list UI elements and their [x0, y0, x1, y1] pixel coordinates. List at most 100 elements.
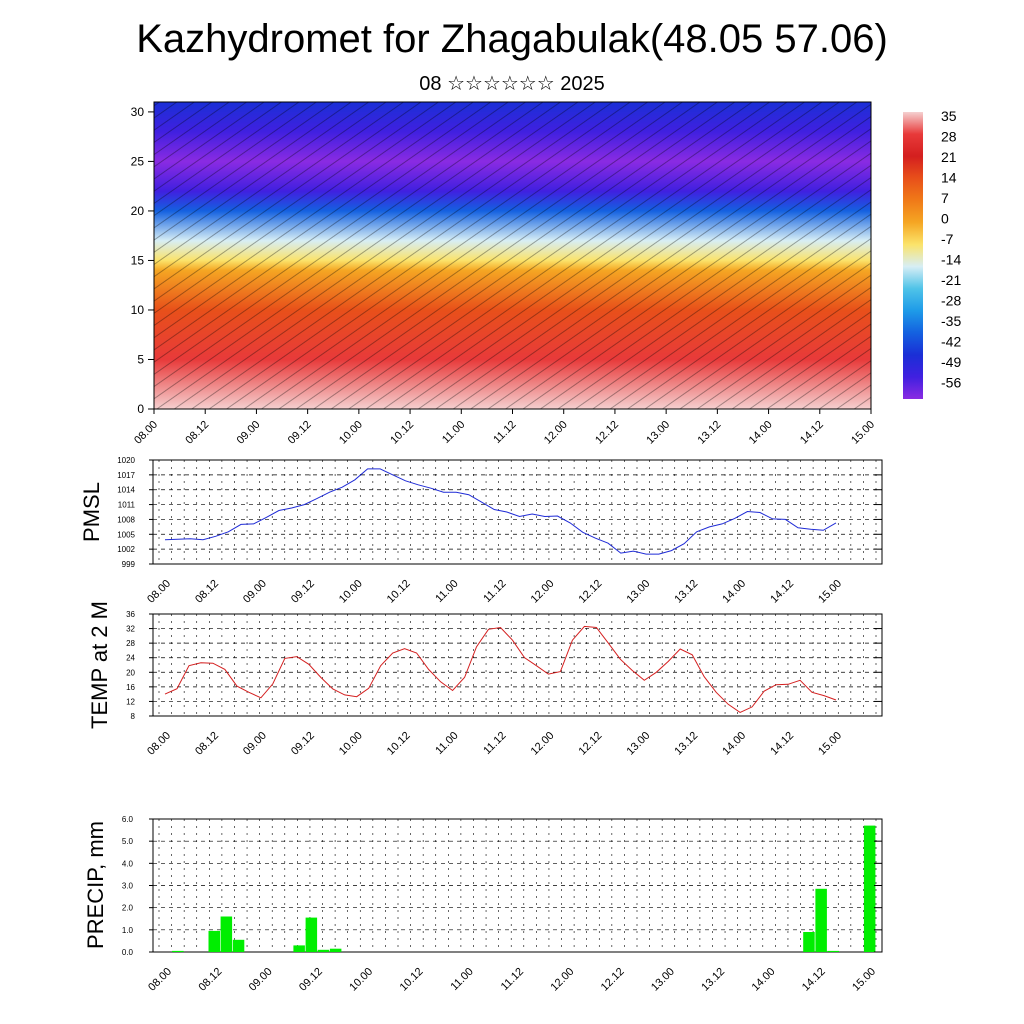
temp-y-tick-label: 20: [126, 668, 135, 677]
cross-section-x-tick-label: 14.12: [798, 419, 826, 447]
cross-section-x-axis: 08.00 08.12 09.00 09.12 10.00 10.12 11.00 11.12…: [132, 409, 877, 447]
precip-x-tick-label: 08.12: [196, 966, 224, 994]
temp-grid: [153, 613, 882, 717]
precip-bar: [305, 917, 318, 952]
temp-y-tick-label: 32: [126, 625, 135, 634]
colorbar-label: -56: [941, 375, 961, 391]
precip-bar: [208, 930, 220, 952]
pmsl-series-line: [164, 468, 837, 555]
pmsl-x-tick-label: 14.00: [720, 578, 748, 606]
temp-x-tick-label: 14.12: [768, 730, 796, 758]
pmsl-x-tick-label: 13.12: [672, 578, 700, 606]
cross-section-x-tick-label: 08.00: [132, 419, 160, 447]
precip-x-tick-label: 10.12: [398, 966, 426, 994]
pmsl-x-tick-label: 09.12: [289, 578, 317, 606]
temp-y-tick-label: 16: [126, 683, 135, 692]
temp-y-tick-label: 24: [126, 654, 135, 663]
temp-frame: [152, 613, 883, 717]
temp-panel: 8 12 16 20 24 28 32 36 08.00 08.12 09.00 09.12 10.0…: [87, 601, 883, 758]
colorbar-label: 35: [941, 108, 957, 124]
pmsl-x-tick-label: 10.00: [337, 578, 365, 606]
precip-x-tick-label: 13.12: [699, 966, 727, 994]
colorbar-label: 14: [941, 170, 957, 186]
precip-bar: [863, 825, 876, 952]
pmsl-y-tick-label: 1014: [117, 486, 135, 495]
precip-x-tick-label: 15.00: [850, 966, 878, 994]
temp-x-tick-label: 14.00: [720, 730, 748, 758]
precip-bar: [317, 949, 330, 952]
temp-x-tick-label: 13.12: [672, 730, 700, 758]
cross-section-y-tick-label: 25: [131, 154, 145, 168]
temp-x-tick-label: 10.00: [337, 730, 365, 758]
pmsl-y-tick-label: 1020: [117, 456, 135, 465]
pmsl-y-tick-label: 1017: [117, 471, 135, 480]
pmsl-y-axis: 999 1002 1005 1008 1011 1014 1017 1020: [117, 456, 882, 569]
precip-y-tick-label: 1.0: [122, 926, 134, 935]
cross-section-x-tick-label: 12.00: [542, 419, 570, 447]
pmsl-x-tick-label: 08.00: [145, 578, 173, 606]
pmsl-y-tick-label: 1005: [117, 530, 135, 539]
precip-y-tick-label: 0.0: [122, 948, 134, 957]
temp-x-tick-label: 11.00: [433, 730, 460, 757]
pmsl-frame: [152, 459, 883, 565]
temp-axis-label: TEMP at 2 M: [87, 601, 112, 729]
temp-x-tick-label: 12.00: [529, 730, 557, 758]
pmsl-axis-label: PMSL: [79, 482, 104, 542]
precip-bar: [803, 932, 815, 952]
precip-x-tick-label: 09.12: [297, 966, 325, 994]
colorbar-label: -42: [941, 334, 961, 350]
pmsl-y-tick-label: 1008: [117, 515, 135, 524]
temp-x-tick-label: 08.12: [193, 730, 221, 758]
temp-x-tick-label: 09.12: [289, 730, 317, 758]
precip-bars: [172, 825, 876, 952]
page-title: Kazhydromet for Zhagabulak(48.05 57.06): [136, 17, 888, 61]
precip-x-tick-label: 12.00: [548, 966, 576, 994]
temp-x-tick-label: 10.12: [385, 730, 413, 758]
precip-x-tick-label: 11.12: [499, 966, 526, 993]
cross-section-y-tick-label: 0: [137, 402, 144, 416]
precip-bar: [172, 950, 184, 952]
cross-section-y-tick-label: 30: [131, 105, 145, 119]
precip-x-tick-label: 13.00: [649, 966, 677, 994]
precip-bar: [232, 939, 245, 952]
precip-y-tick-label: 4.0: [122, 859, 134, 868]
pmsl-x-tick-label: 13.00: [624, 578, 652, 606]
colorbar-label: -7: [941, 231, 954, 247]
precip-y-tick-label: 3.0: [122, 882, 134, 891]
precip-bar: [329, 948, 342, 952]
precip-y-tick-label: 2.0: [122, 904, 134, 913]
cross-section-x-tick-label: 13.12: [696, 419, 724, 447]
cross-section-x-tick-label: 08.12: [183, 419, 211, 447]
temp-x-axis: 08.00 08.12 09.00 09.12 10.00 10.12 11.00 11.12…: [145, 730, 844, 758]
precip-bar: [220, 916, 233, 952]
precip-bar: [293, 945, 305, 952]
cross-section-y-axis: 0 5 10 15 20 25 30: [131, 105, 154, 416]
cross-section-x-tick-label: 10.00: [337, 419, 365, 447]
pmsl-x-tick-label: 12.00: [529, 578, 557, 606]
pmsl-grid: [153, 459, 882, 565]
cross-section-x-tick-label: 12.12: [593, 419, 621, 447]
colorbar-label: -49: [941, 354, 961, 370]
precip-x-tick-label: 14.00: [750, 966, 778, 994]
colorbar: 35 28 21 14 7 0 -7 -14 -21 -28 -35 -42 -49 -56: [903, 108, 961, 399]
temp-y-tick-label: 36: [126, 610, 135, 619]
pmsl-x-axis: 08.00 08.12 09.00 09.12 10.00 10.12 11.00 11.12…: [145, 578, 844, 606]
cross-section-x-tick-label: 11.12: [491, 419, 518, 446]
temp-y-tick-label: 12: [126, 697, 135, 706]
cross-section-x-tick-label: 09.12: [286, 419, 314, 447]
pmsl-x-tick-label: 14.12: [768, 578, 796, 606]
pmsl-y-tick-label: 999: [122, 560, 136, 569]
pmsl-x-tick-label: 11.00: [433, 578, 460, 605]
wind-barbs-overlay: [154, 102, 871, 409]
precip-x-tick-label: 10.00: [347, 966, 375, 994]
temp-x-tick-label: 08.00: [145, 730, 173, 758]
pmsl-x-tick-label: 08.12: [193, 578, 221, 606]
temp-y-axis: 8 12 16 20 24 28 32 36: [126, 610, 882, 721]
precip-x-tick-label: 14.12: [800, 966, 828, 994]
cross-section-x-tick-label: 13.00: [644, 419, 672, 447]
pmsl-x-tick-label: 12.12: [577, 578, 605, 606]
temp-y-tick-label: 28: [126, 639, 135, 648]
pmsl-y-tick-label: 1002: [117, 545, 135, 554]
